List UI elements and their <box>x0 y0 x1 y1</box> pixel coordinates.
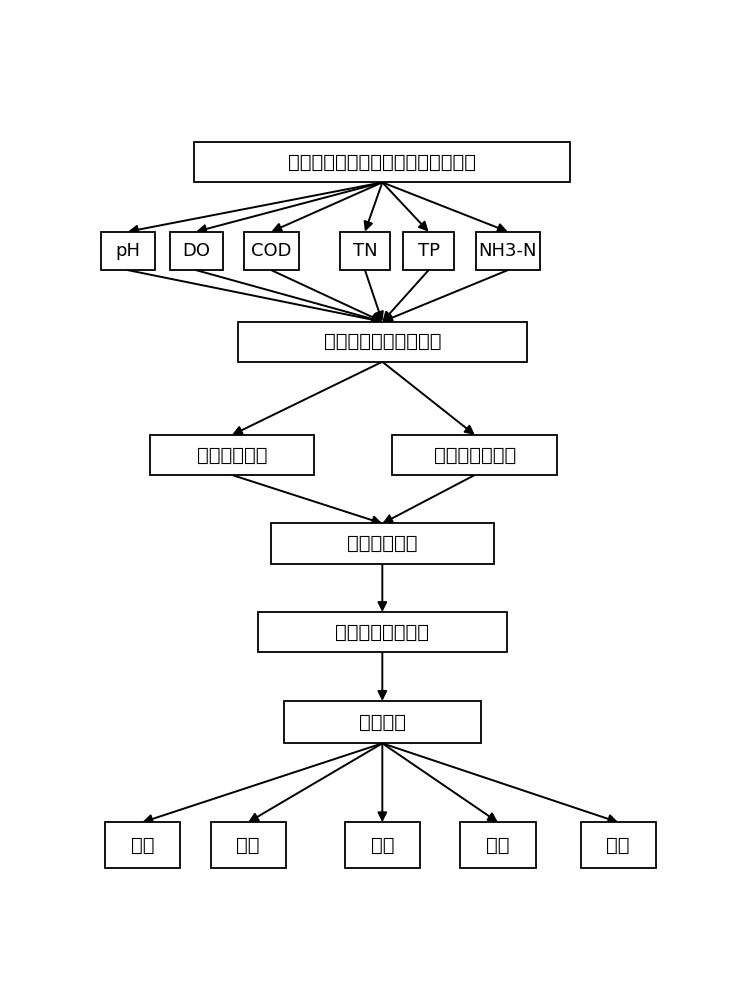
Text: 轻警: 轻警 <box>236 836 260 855</box>
FancyBboxPatch shape <box>339 232 390 270</box>
FancyBboxPatch shape <box>238 322 527 362</box>
Text: TP: TP <box>418 242 439 260</box>
Text: 重警: 重警 <box>486 836 510 855</box>
Text: 中警: 中警 <box>371 836 394 855</box>
FancyBboxPatch shape <box>392 435 557 475</box>
Text: 巨警: 巨警 <box>606 836 630 855</box>
FancyBboxPatch shape <box>150 435 314 475</box>
Text: TN: TN <box>353 242 377 260</box>
FancyBboxPatch shape <box>580 822 656 868</box>
FancyBboxPatch shape <box>169 232 223 270</box>
Text: 无警: 无警 <box>131 836 154 855</box>
FancyBboxPatch shape <box>284 701 480 743</box>
FancyBboxPatch shape <box>210 822 286 868</box>
Text: DO: DO <box>182 242 210 260</box>
FancyBboxPatch shape <box>271 523 494 564</box>
FancyBboxPatch shape <box>195 142 570 182</box>
FancyBboxPatch shape <box>258 612 507 652</box>
Text: 读取数据中心的景观水水质监测数据: 读取数据中心的景观水水质监测数据 <box>288 153 477 172</box>
FancyBboxPatch shape <box>244 232 299 270</box>
Text: 点估计与区间估计: 点估计与区间估计 <box>335 623 430 642</box>
Text: 变权组合模型: 变权组合模型 <box>347 534 418 553</box>
Text: 水质预警: 水质预警 <box>359 713 406 732</box>
Text: NH3-N: NH3-N <box>478 242 537 260</box>
Text: 支持向量机模型: 支持向量机模型 <box>433 445 516 464</box>
FancyBboxPatch shape <box>104 822 180 868</box>
FancyBboxPatch shape <box>403 232 454 270</box>
FancyBboxPatch shape <box>345 822 420 868</box>
Text: COD: COD <box>251 242 292 260</box>
Text: 神经网络模型: 神经网络模型 <box>197 445 267 464</box>
FancyBboxPatch shape <box>101 232 154 270</box>
FancyBboxPatch shape <box>476 232 539 270</box>
Text: pH: pH <box>116 242 140 260</box>
FancyBboxPatch shape <box>460 822 536 868</box>
Text: 数据的预处理与归一化: 数据的预处理与归一化 <box>324 332 441 351</box>
